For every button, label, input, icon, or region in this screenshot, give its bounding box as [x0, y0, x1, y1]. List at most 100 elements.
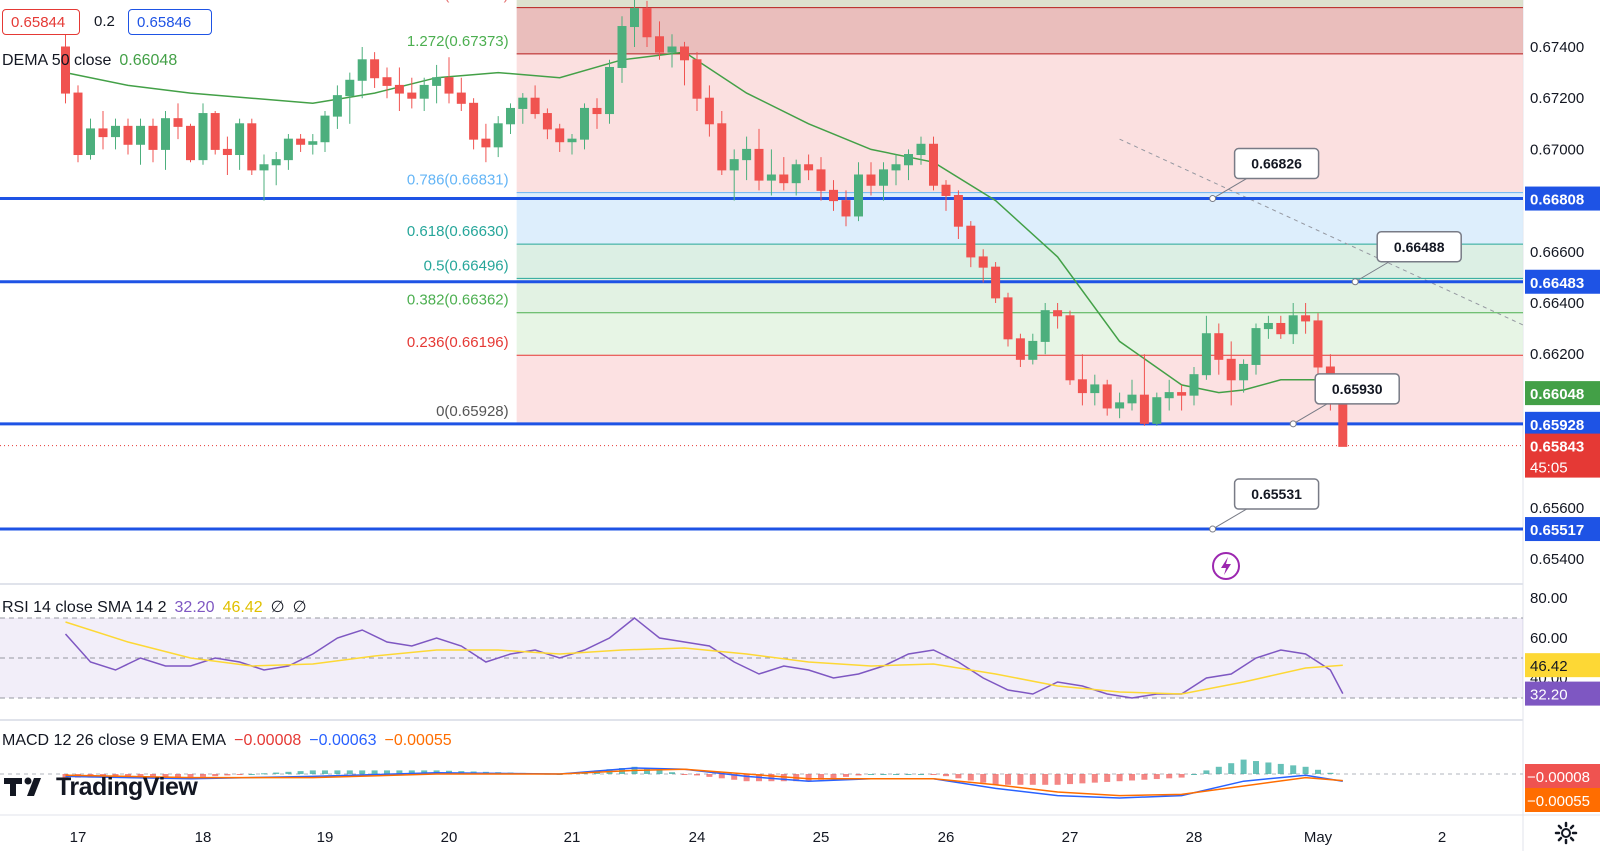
macd-hist-bar	[681, 774, 688, 775]
macd-legend-label: MACD 12 26 close 9 EMA EMA	[2, 732, 227, 749]
settings-gear-icon[interactable]	[1554, 821, 1578, 845]
candle-body	[1164, 392, 1174, 399]
candle-body	[966, 225, 976, 258]
candle-body	[1338, 402, 1348, 447]
candle-body	[791, 164, 801, 184]
dema-legend[interactable]: DEMA 50 close 0.66048	[2, 52, 185, 70]
macd-hist-bar	[805, 774, 812, 782]
candle-body	[222, 148, 232, 156]
macd-hist-bar	[1017, 774, 1024, 785]
candle-body	[1028, 340, 1038, 360]
candle-body	[1065, 315, 1075, 381]
macd-hist-bar	[322, 770, 328, 774]
candle-body	[655, 36, 664, 53]
fib-zone-3	[516, 192, 1523, 245]
candle-body	[235, 123, 245, 156]
candle-body	[742, 148, 752, 161]
price-axis-label	[1525, 381, 1600, 406]
candle-body	[829, 189, 838, 202]
callout-text: 0.66488	[1394, 239, 1445, 255]
candle-body	[1263, 322, 1273, 330]
tradingview-logo[interactable]: TradingView	[4, 770, 198, 804]
fib-level-label-5: 0.382(0.66362)	[407, 292, 509, 309]
time-tick-label: 19	[317, 829, 334, 846]
price-tick-label: 0.67400	[1530, 39, 1584, 56]
candle-body	[1003, 297, 1013, 340]
macd-hist-bar	[1005, 774, 1011, 785]
fib-level-label-3: 0.618(0.66630)	[407, 223, 509, 240]
candle-body	[1015, 338, 1025, 360]
macd-legend[interactable]: MACD 12 26 close 9 EMA EMA −0.00008 −0.000…	[2, 732, 460, 750]
price-tick-label: 0.66600	[1530, 244, 1584, 261]
price-axis-countdown: 45:05	[1530, 460, 1568, 477]
macd-hist-bar	[224, 774, 231, 776]
macd-hist-bar	[396, 770, 403, 774]
candle-body	[580, 107, 589, 140]
candle-body	[1177, 392, 1187, 396]
candle-body	[680, 46, 689, 61]
macd-hist-bar	[1253, 761, 1259, 774]
candle-body	[161, 118, 170, 150]
candle-body	[978, 256, 988, 268]
candle-body	[592, 107, 602, 115]
candle-body	[630, 8, 639, 28]
price-axis-label	[1525, 269, 1600, 294]
candle-body	[1102, 384, 1112, 409]
macd-hist-bar	[1203, 770, 1210, 774]
candle-body	[444, 77, 454, 94]
macd-hist-axis-label	[1525, 764, 1600, 788]
candle-body	[493, 123, 503, 148]
fib-level-label-1: 1.272(0.67373)	[407, 33, 509, 50]
buy-price-button[interactable]: 0.65846	[128, 9, 212, 35]
macd-hist-bar	[1067, 774, 1073, 785]
time-tick-label: 18	[195, 829, 212, 846]
macd-hist-bar	[905, 774, 912, 775]
macd-hist-bar	[1029, 774, 1036, 785]
macd-hist-bar	[359, 770, 366, 774]
price-axis-label	[1525, 517, 1600, 542]
candle-body	[173, 118, 183, 127]
candle-body	[283, 138, 293, 161]
macd-hist-bar	[1302, 766, 1309, 774]
callout-box	[1314, 373, 1400, 405]
macd-hist-bar	[992, 774, 999, 785]
fib-level-label-0: 1.414(0.67554)	[407, 0, 509, 4]
rsi-legend[interactable]: RSI 14 close SMA 14 2 32.20 46.42 ∅ ∅	[2, 597, 315, 617]
candle-body	[73, 92, 83, 156]
callout-box	[1233, 478, 1320, 510]
candle-body	[567, 138, 577, 143]
rsi-tick-label: 60.00	[1530, 630, 1568, 647]
macd-hist-bar	[656, 770, 663, 774]
macd-hist-bar	[980, 774, 987, 783]
candle-body	[407, 92, 417, 99]
candle-body	[1115, 402, 1125, 409]
candle-body	[904, 154, 913, 166]
candle-body	[916, 143, 926, 156]
callout-text: 0.65531	[1251, 486, 1302, 502]
callout-text: 0.65930	[1332, 381, 1383, 397]
callout-box	[1376, 231, 1462, 263]
sell-price-button[interactable]: 0.65844	[2, 9, 80, 35]
macd-hist-bar	[384, 770, 390, 774]
candle-body	[419, 84, 429, 99]
candle-body	[186, 125, 195, 161]
macd-hist-bar	[1215, 766, 1222, 774]
price-axis-label-text: 0.66048	[1530, 386, 1584, 403]
callout-pointer	[1354, 261, 1390, 283]
rsi-value-axis-label-text: 32.20	[1530, 687, 1568, 704]
callout-anchor	[1209, 195, 1217, 203]
macd-hist-bar	[731, 774, 738, 780]
lightning-icon[interactable]	[1211, 551, 1241, 581]
macd-signal-axis-label	[1525, 788, 1600, 812]
macd-hist-bar	[408, 770, 415, 774]
price-axis-label-text: 0.65843	[1530, 439, 1584, 456]
candle-body	[941, 184, 951, 196]
candle-body	[357, 59, 367, 81]
macd-hist-bar	[1129, 774, 1135, 781]
candle-body	[1201, 333, 1211, 376]
candle-body	[866, 174, 876, 186]
time-tick-label: May	[1304, 829, 1333, 846]
macd-hist-bar	[1327, 772, 1334, 774]
candle-body	[729, 159, 739, 171]
